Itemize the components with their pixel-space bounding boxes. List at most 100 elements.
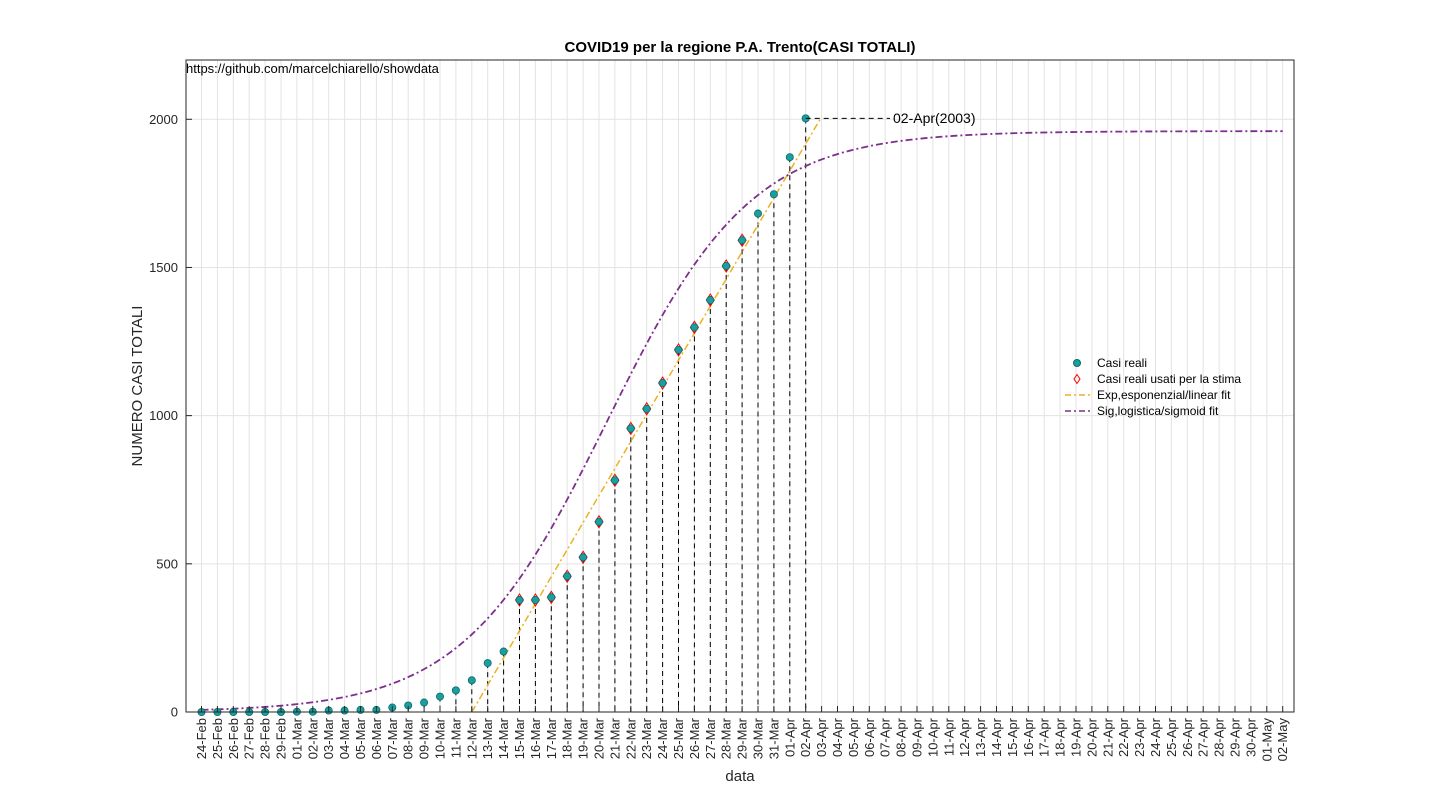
data-point bbox=[547, 593, 556, 602]
x-tick-label: 19-Apr bbox=[1069, 717, 1084, 757]
x-tick-label: 19-Mar bbox=[576, 717, 591, 759]
source-url-text: https://github.com/marcelchiarello/showd… bbox=[186, 61, 440, 76]
data-point bbox=[579, 553, 588, 562]
linear-fit-line bbox=[471, 119, 821, 713]
x-tick-label: 13-Apr bbox=[973, 717, 988, 757]
x-tick-label: 30-Apr bbox=[1243, 717, 1258, 757]
x-tick-label: 01-Apr bbox=[782, 717, 797, 757]
x-tick-label: 09-Apr bbox=[910, 717, 925, 757]
y-tick-label: 2000 bbox=[149, 112, 178, 127]
legend-label: Sig,logistica/sigmoid fit bbox=[1097, 404, 1219, 418]
x-tick-label: 07-Apr bbox=[878, 717, 893, 757]
x-tick-label: 22-Mar bbox=[623, 717, 638, 759]
x-tick-label: 06-Apr bbox=[862, 717, 877, 757]
x-tick-label: 24-Apr bbox=[1148, 717, 1163, 757]
x-tick-label: 01-Mar bbox=[289, 717, 304, 759]
x-tick-label: 15-Apr bbox=[1005, 717, 1020, 757]
x-tick-label: 23-Apr bbox=[1132, 717, 1147, 757]
x-tick-label: 25-Apr bbox=[1164, 717, 1179, 757]
x-tick-label: 28-Apr bbox=[1212, 717, 1227, 757]
x-tick-label: 02-Apr bbox=[798, 717, 813, 757]
plot-border bbox=[185, 59, 1295, 713]
data-point bbox=[531, 595, 540, 604]
x-tick-label: 04-Apr bbox=[830, 717, 845, 757]
x-tick-label: 11-Apr bbox=[941, 717, 956, 756]
x-tick-label: 17-Apr bbox=[1037, 717, 1052, 757]
chart-title: COVID19 per la regione P.A. Trento(CASI … bbox=[565, 39, 916, 56]
data-point bbox=[420, 698, 429, 707]
x-tick-label: 10-Apr bbox=[925, 717, 940, 757]
data-point bbox=[658, 379, 667, 388]
x-tick-label: 26-Apr bbox=[1180, 717, 1195, 757]
legend-label: Casi reali bbox=[1097, 356, 1147, 370]
x-tick-label: 04-Mar bbox=[337, 717, 352, 759]
x-tick-label: 13-Mar bbox=[480, 717, 495, 759]
x-tick-label: 12-Mar bbox=[464, 717, 479, 759]
x-tick-label: 16-Mar bbox=[528, 717, 543, 759]
data-point bbox=[610, 476, 619, 485]
data-point bbox=[626, 424, 635, 433]
data-point bbox=[642, 404, 651, 413]
annotation-label: 02-Apr(2003) bbox=[893, 110, 976, 126]
legend-marker-circle bbox=[1073, 359, 1081, 367]
data-point bbox=[738, 236, 747, 245]
data-point bbox=[754, 209, 763, 218]
x-tick-label: 29-Feb bbox=[274, 718, 289, 759]
data-point bbox=[690, 323, 699, 332]
legend-item-sig-fit: Sig,logistica/sigmoid fit bbox=[1065, 404, 1219, 418]
axis-ticks: 24-Feb 25-Feb 26-Feb 27-Feb 28-Feb 29-Feb 01-M… bbox=[149, 112, 1290, 762]
y-tick-label: 1500 bbox=[149, 260, 178, 275]
x-tick-label: 08-Apr bbox=[894, 717, 909, 757]
x-tick-label: 06-Mar bbox=[369, 717, 384, 759]
x-tick-label: 05-Mar bbox=[353, 717, 368, 759]
data-point bbox=[722, 261, 731, 270]
data-point bbox=[785, 153, 794, 162]
legend-item-exp-fit: Exp,esponenzial/linear fit bbox=[1065, 388, 1231, 402]
x-tick-label: 26-Mar bbox=[687, 717, 702, 759]
data-point bbox=[483, 659, 492, 668]
data-point bbox=[595, 517, 604, 526]
data-point bbox=[451, 686, 460, 695]
legend-label: Casi reali usati per la stima bbox=[1097, 372, 1241, 386]
data-point bbox=[515, 595, 524, 604]
plot-background bbox=[186, 60, 1294, 712]
x-tick-label: 03-Mar bbox=[321, 717, 336, 759]
x-tick-label: 31-Mar bbox=[766, 717, 781, 759]
x-tick-label: 25-Feb bbox=[210, 718, 225, 759]
legend-item-casi-stima: Casi reali usati per la stima bbox=[1073, 372, 1241, 386]
data-point bbox=[769, 190, 778, 199]
data-point bbox=[563, 572, 572, 581]
x-tick-label: 14-Apr bbox=[989, 717, 1004, 757]
x-tick-label: 11-Mar bbox=[448, 717, 463, 758]
x-tick-label: 28-Feb bbox=[258, 718, 273, 759]
drop-lines bbox=[296, 118, 807, 712]
x-tick-label: 27-Mar bbox=[703, 717, 718, 759]
data-point bbox=[706, 296, 715, 305]
y-tick-label: 0 bbox=[171, 705, 178, 720]
x-tick-label: 23-Mar bbox=[639, 717, 654, 759]
x-tick-label: 24-Feb bbox=[194, 718, 209, 759]
x-tick-label: 01-May bbox=[1259, 718, 1274, 762]
x-tick-label: 20-Mar bbox=[592, 717, 607, 759]
fit-curves bbox=[201, 119, 1283, 713]
x-tick-label: 29-Mar bbox=[735, 717, 750, 759]
x-axis-title: data bbox=[725, 768, 755, 785]
y-axis-title: NUMERO CASI TOTALI bbox=[129, 306, 146, 467]
x-tick-label: 24-Mar bbox=[655, 717, 670, 759]
legend-marker-diamond bbox=[1073, 373, 1081, 385]
data-point bbox=[674, 345, 683, 354]
data-point bbox=[499, 647, 508, 656]
x-tick-label: 18-Apr bbox=[1053, 717, 1068, 757]
x-tick-label: 21-Apr bbox=[1100, 717, 1115, 757]
x-tick-label: 30-Mar bbox=[751, 717, 766, 759]
x-tick-label: 10-Mar bbox=[433, 717, 448, 759]
x-tick-label: 14-Mar bbox=[496, 717, 511, 759]
x-tick-label: 28-Mar bbox=[719, 717, 734, 759]
data-point bbox=[435, 692, 444, 701]
x-tick-label: 09-Mar bbox=[417, 717, 432, 759]
x-tick-label: 27-Apr bbox=[1196, 717, 1211, 757]
x-tick-label: 03-Apr bbox=[814, 717, 829, 757]
y-tick-label: 1000 bbox=[149, 408, 178, 423]
x-tick-label: 18-Mar bbox=[560, 717, 575, 759]
x-tick-label: 29-Apr bbox=[1228, 717, 1243, 757]
